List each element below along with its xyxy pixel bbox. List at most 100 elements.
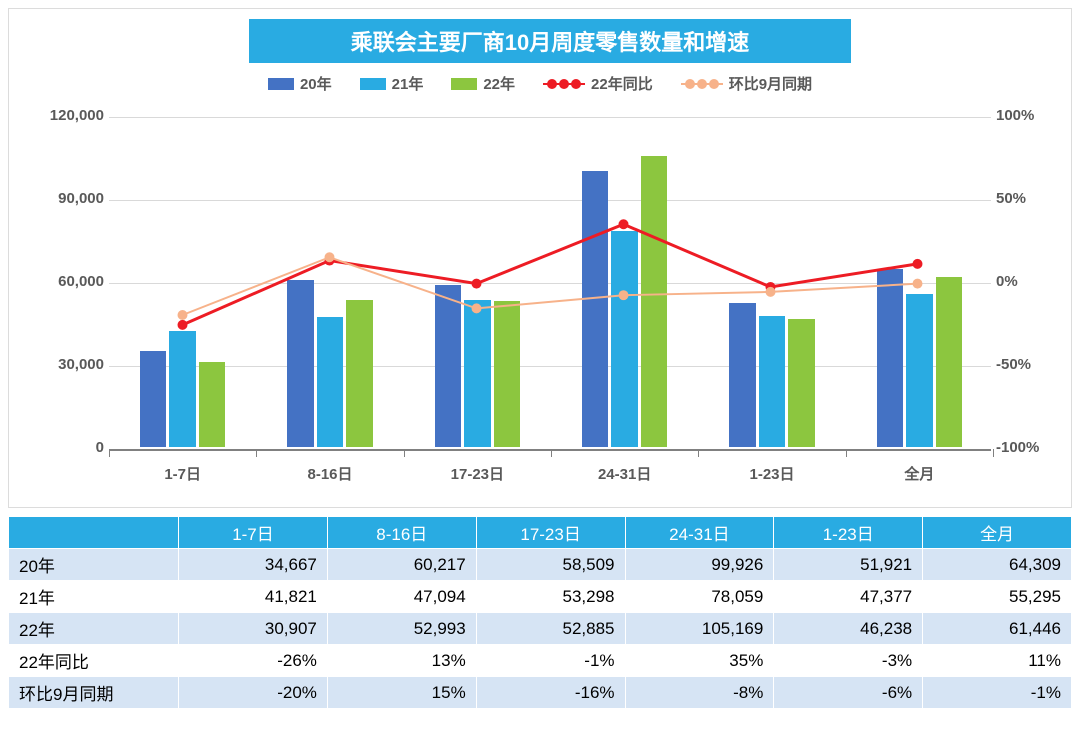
x-axis-line — [109, 449, 991, 451]
table-cell: 58,509 — [476, 549, 625, 581]
table-header-cell — [9, 517, 179, 549]
line-marker — [472, 303, 482, 313]
x-tick-label: 17-23日 — [451, 463, 504, 484]
legend-swatch-line — [543, 77, 585, 91]
table-header-cell: 8-16日 — [327, 517, 476, 549]
table-cell: -6% — [774, 677, 923, 709]
line-series — [183, 224, 918, 325]
table-row-label: 环比9月同期 — [9, 677, 179, 709]
x-tick — [993, 449, 994, 457]
y-left-tick-label: 0 — [24, 439, 104, 456]
legend-item: 22年同比 — [543, 73, 653, 94]
line-marker — [766, 287, 776, 297]
line-marker — [619, 219, 629, 229]
legend-item: 环比9月同期 — [681, 73, 812, 94]
table-row: 22年30,90752,99352,885105,16946,23861,446 — [9, 613, 1072, 645]
table-cell: -26% — [179, 645, 328, 677]
table-cell: -3% — [774, 645, 923, 677]
legend-swatch-bar — [268, 78, 294, 90]
table-cell: -1% — [923, 677, 1072, 709]
x-tick-label: 8-16日 — [307, 463, 352, 484]
table-cell: 60,217 — [327, 549, 476, 581]
table-row-label: 22年同比 — [9, 645, 179, 677]
table-cell: 52,993 — [327, 613, 476, 645]
table-header-cell: 1-23日 — [774, 517, 923, 549]
table-cell: 105,169 — [625, 613, 774, 645]
x-tick-label: 1-23日 — [749, 463, 794, 484]
table-cell: 47,094 — [327, 581, 476, 613]
line-marker — [178, 320, 188, 330]
x-tick-label: 1-7日 — [164, 463, 201, 484]
table-row: 21年41,82147,09453,29878,05947,37755,295 — [9, 581, 1072, 613]
legend-label: 21年 — [392, 73, 424, 94]
table-cell: 52,885 — [476, 613, 625, 645]
x-tick — [698, 449, 699, 457]
table-cell: 99,926 — [625, 549, 774, 581]
table-cell: -1% — [476, 645, 625, 677]
line-marker — [913, 279, 923, 289]
line-marker — [472, 279, 482, 289]
chart-container: 乘联会主要厂商10月周度零售数量和增速 20年 21年 22年 22年同比 环比9月同期… — [8, 8, 1072, 508]
legend-label: 20年 — [300, 73, 332, 94]
data-table: 1-7日8-16日17-23日24-31日1-23日全月20年34,66760,… — [8, 516, 1072, 709]
x-tick — [404, 449, 405, 457]
y-right-tick-label: -100% — [996, 439, 1066, 456]
line-marker — [913, 259, 923, 269]
legend-swatch-line — [681, 77, 723, 91]
table-cell: 46,238 — [774, 613, 923, 645]
line-marker — [325, 252, 335, 262]
x-tick-label: 24-31日 — [598, 463, 651, 484]
y-left-tick-label: 30,000 — [24, 356, 104, 373]
chart-title: 乘联会主要厂商10月周度零售数量和增速 — [249, 19, 851, 63]
y-right-tick-label: 100% — [996, 107, 1066, 124]
table-row-label: 21年 — [9, 581, 179, 613]
plot-area — [109, 117, 991, 447]
table-row: 22年同比-26%13%-1%35%-3%11% — [9, 645, 1072, 677]
legend-label: 22年 — [483, 73, 515, 94]
table-cell: 35% — [625, 645, 774, 677]
legend-label: 22年同比 — [591, 73, 653, 94]
table-cell: 13% — [327, 645, 476, 677]
y-left-tick-label: 90,000 — [24, 190, 104, 207]
line-marker — [619, 290, 629, 300]
legend-swatch-bar — [360, 78, 386, 90]
table-cell: 34,667 — [179, 549, 328, 581]
line-marker — [178, 310, 188, 320]
table-header-cell: 1-7日 — [179, 517, 328, 549]
x-tick — [256, 449, 257, 457]
y-right-tick-label: 50% — [996, 190, 1066, 207]
line-overlay — [109, 117, 991, 447]
table-cell: 61,446 — [923, 613, 1072, 645]
table-cell: 15% — [327, 677, 476, 709]
table-header-cell: 17-23日 — [476, 517, 625, 549]
table-cell: 78,059 — [625, 581, 774, 613]
table-row-label: 20年 — [9, 549, 179, 581]
y-left-tick-label: 60,000 — [24, 273, 104, 290]
table-row-label: 22年 — [9, 613, 179, 645]
table-cell: 53,298 — [476, 581, 625, 613]
legend-item: 21年 — [360, 73, 424, 94]
table-cell: 47,377 — [774, 581, 923, 613]
table-cell: 41,821 — [179, 581, 328, 613]
y-right-tick-label: 0% — [996, 273, 1066, 290]
legend-label: 环比9月同期 — [729, 73, 812, 94]
x-tick-label: 全月 — [904, 463, 934, 484]
table-cell: -16% — [476, 677, 625, 709]
y-right-tick-label: -50% — [996, 356, 1066, 373]
chart-legend: 20年 21年 22年 22年同比 环比9月同期 — [9, 73, 1071, 94]
table-cell: 64,309 — [923, 549, 1072, 581]
y-left-tick-label: 120,000 — [24, 107, 104, 124]
table-cell: 30,907 — [179, 613, 328, 645]
line-series — [183, 257, 918, 315]
table-cell: -20% — [179, 677, 328, 709]
legend-item: 22年 — [451, 73, 515, 94]
table-cell: 51,921 — [774, 549, 923, 581]
x-tick — [846, 449, 847, 457]
table-row: 20年34,66760,21758,50999,92651,92164,309 — [9, 549, 1072, 581]
table-header-cell: 24-31日 — [625, 517, 774, 549]
table-header-cell: 全月 — [923, 517, 1072, 549]
legend-swatch-bar — [451, 78, 477, 90]
table-cell: 11% — [923, 645, 1072, 677]
table-cell: 55,295 — [923, 581, 1072, 613]
table-cell: -8% — [625, 677, 774, 709]
